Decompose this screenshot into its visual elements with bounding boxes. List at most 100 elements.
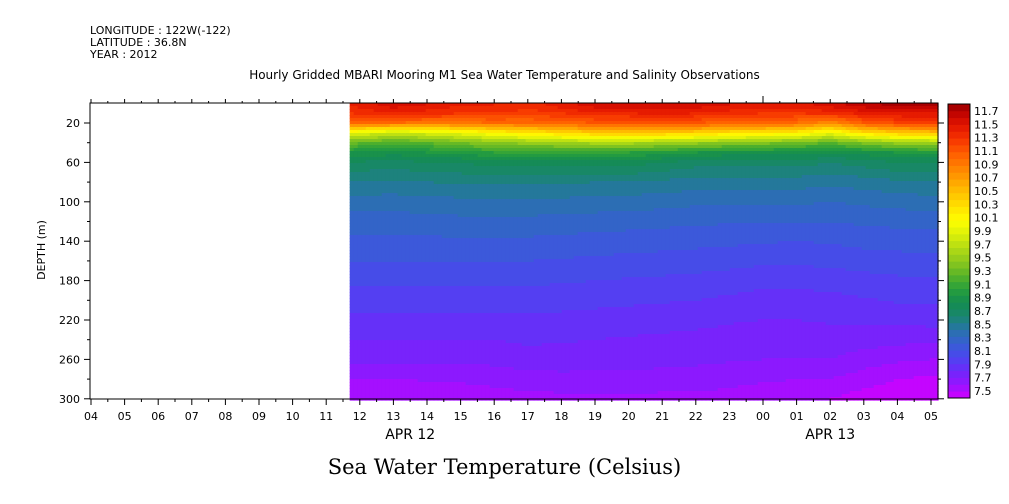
heatmap-cell bbox=[445, 205, 451, 209]
heatmap-cell bbox=[549, 232, 555, 236]
heatmap-cell bbox=[425, 253, 431, 257]
heatmap-cell bbox=[441, 355, 447, 359]
heatmap-cell bbox=[353, 148, 359, 152]
heatmap-cell bbox=[353, 280, 359, 284]
heatmap-cell bbox=[509, 163, 515, 167]
heatmap-cell bbox=[529, 289, 535, 293]
heatmap-cell bbox=[401, 274, 407, 278]
heatmap-cell bbox=[449, 388, 455, 392]
heatmap-cell bbox=[449, 250, 455, 254]
heatmap-cell bbox=[461, 226, 467, 230]
heatmap-cell bbox=[493, 187, 499, 191]
heatmap-cell bbox=[441, 193, 447, 197]
heatmap-cell bbox=[497, 208, 503, 212]
heatmap-cell bbox=[549, 199, 555, 203]
heatmap-cell bbox=[465, 319, 471, 323]
heatmap-cell bbox=[473, 208, 479, 212]
heatmap-cell bbox=[501, 385, 507, 389]
heatmap-cell bbox=[437, 382, 443, 386]
heatmap-cell bbox=[457, 118, 463, 122]
heatmap-cell bbox=[489, 388, 495, 392]
heatmap-cell bbox=[393, 286, 399, 290]
heatmap-cell bbox=[505, 118, 511, 122]
heatmap-cell bbox=[473, 169, 479, 173]
heatmap-cell bbox=[489, 271, 495, 275]
heatmap-cell bbox=[493, 112, 499, 116]
heatmap-cell bbox=[505, 382, 511, 386]
heatmap-cell bbox=[373, 265, 379, 269]
heatmap-cell bbox=[497, 376, 503, 380]
heatmap-cell bbox=[533, 244, 539, 248]
heatmap-cell bbox=[493, 337, 499, 341]
heatmap-cell bbox=[425, 199, 431, 203]
heatmap-cell bbox=[517, 169, 523, 173]
heatmap-cell bbox=[517, 289, 523, 293]
heatmap-cell bbox=[465, 253, 471, 257]
heatmap-cell bbox=[485, 214, 491, 218]
heatmap-cell bbox=[397, 142, 403, 146]
heatmap-cell bbox=[389, 130, 395, 134]
heatmap-cell bbox=[533, 298, 539, 302]
heatmap-cell bbox=[409, 226, 415, 230]
heatmap-cell bbox=[537, 181, 543, 185]
heatmap-cell bbox=[473, 292, 479, 296]
heatmap-cell bbox=[533, 361, 539, 365]
heatmap-cell bbox=[473, 304, 479, 308]
heatmap-cell bbox=[525, 193, 531, 197]
heatmap-cell bbox=[525, 289, 531, 293]
heatmap-cell bbox=[349, 322, 355, 326]
heatmap-cell bbox=[493, 283, 499, 287]
heatmap-cell bbox=[349, 109, 355, 113]
heatmap-cell bbox=[525, 106, 531, 110]
heatmap-cell bbox=[421, 205, 427, 209]
heatmap-cell bbox=[377, 115, 383, 119]
heatmap-cell bbox=[521, 205, 527, 209]
heatmap-cell bbox=[389, 325, 395, 329]
heatmap-cell bbox=[441, 352, 447, 356]
heatmap-cell bbox=[541, 172, 547, 176]
heatmap-cell bbox=[381, 181, 387, 185]
heatmap-cell bbox=[537, 373, 543, 377]
heatmap-cell bbox=[405, 172, 411, 176]
heatmap-cell bbox=[349, 112, 355, 116]
heatmap-cell bbox=[489, 325, 495, 329]
heatmap-cell bbox=[429, 319, 435, 323]
heatmap-cell bbox=[509, 145, 515, 149]
heatmap-cell bbox=[437, 277, 443, 281]
heatmap-cell bbox=[473, 223, 479, 227]
heatmap-cell bbox=[497, 373, 503, 377]
heatmap-cell bbox=[389, 337, 395, 341]
heatmap-cell bbox=[417, 151, 423, 155]
heatmap-cell bbox=[393, 259, 399, 263]
heatmap-cell bbox=[441, 241, 447, 245]
heatmap-cell bbox=[409, 127, 415, 131]
heatmap-cell bbox=[357, 385, 363, 389]
heatmap-cell bbox=[409, 139, 415, 143]
heatmap-cell bbox=[513, 202, 519, 206]
heatmap-cell bbox=[401, 130, 407, 134]
heatmap-cell bbox=[377, 355, 383, 359]
heatmap-cell bbox=[433, 121, 439, 125]
heatmap-cell bbox=[529, 379, 535, 383]
heatmap-cell bbox=[545, 268, 551, 272]
heatmap-cell bbox=[401, 337, 407, 341]
heatmap-cell bbox=[493, 214, 499, 218]
heatmap-cell bbox=[541, 187, 547, 191]
heatmap-cell bbox=[509, 229, 515, 233]
heatmap-cell bbox=[413, 298, 419, 302]
heatmap-cell bbox=[501, 178, 507, 182]
heatmap-cell bbox=[437, 247, 443, 251]
heatmap-cell bbox=[369, 334, 375, 338]
heatmap-cell bbox=[461, 325, 467, 329]
heatmap-cell bbox=[537, 226, 543, 230]
heatmap-cell bbox=[369, 331, 375, 335]
heatmap-cell bbox=[453, 391, 459, 395]
heatmap-cell bbox=[421, 274, 427, 278]
heatmap-cell bbox=[401, 124, 407, 128]
heatmap-cell bbox=[361, 301, 367, 305]
heatmap-cell bbox=[349, 232, 355, 236]
heatmap-cell bbox=[513, 304, 519, 308]
heatmap-cell bbox=[401, 271, 407, 275]
heatmap-cell bbox=[389, 373, 395, 377]
heatmap-cell bbox=[413, 355, 419, 359]
